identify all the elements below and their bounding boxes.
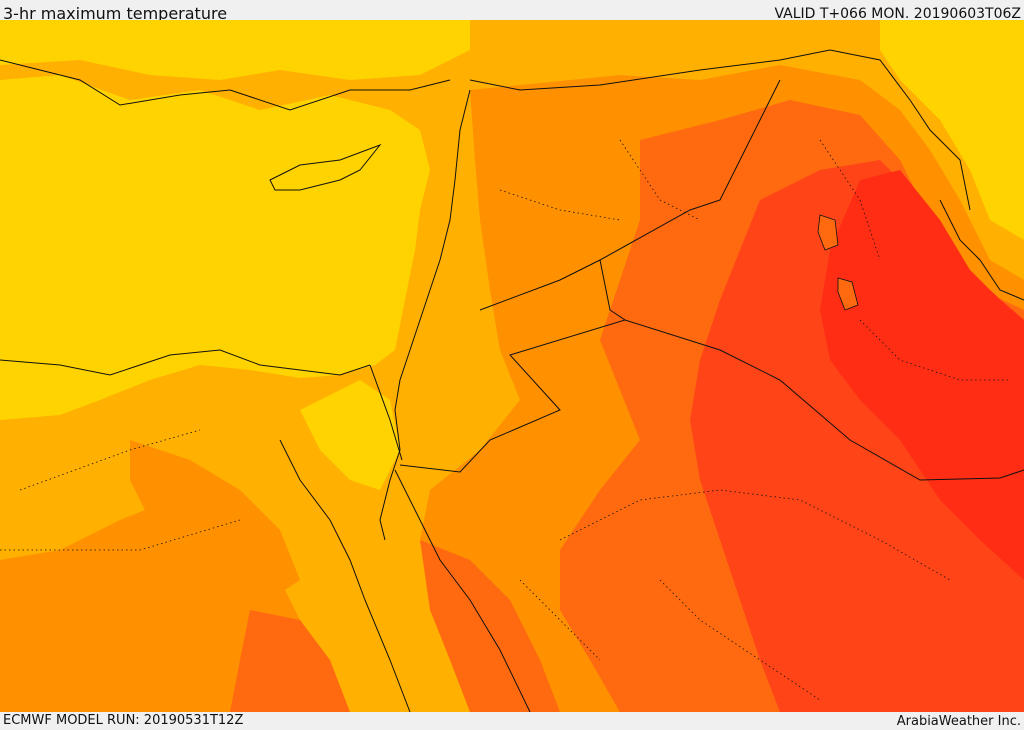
valid-time: VALID T+066 MON. 20190603T06Z: [774, 6, 1021, 22]
country-borders: [0, 49, 1024, 712]
model-run-label: ECMWF MODEL RUN: 20190531T12Z: [3, 713, 244, 728]
coastline-red-sea: [279, 439, 411, 712]
map-title: 3-hr maximum temperature: [3, 4, 228, 23]
temperature-map[interactable]: [0, 20, 1024, 712]
coastline-egypt: [0, 349, 371, 376]
temperature-zone-mediterranean: [0, 75, 430, 420]
coastline-aqaba: [394, 469, 531, 712]
header-bar: 3-hr maximum temperature VALID T+066 MON…: [0, 0, 1024, 23]
temperature-zone-north-coast: [0, 20, 470, 80]
temperature-zone-hejaz: [420, 540, 560, 712]
footer-bar: ECMWF MODEL RUN: 20190531T12Z ArabiaWeat…: [0, 712, 1024, 729]
border-turkey: [469, 49, 971, 211]
map-canvas: [0, 20, 1024, 712]
temperature-zone-hot-core: [820, 170, 1024, 580]
temperature-zone-sinai-coast: [300, 380, 400, 490]
temperature-zone-northeast: [880, 20, 1024, 240]
border-sinai: [369, 364, 403, 461]
lake-tharthar: [817, 214, 839, 251]
lake-habbaniyah: [837, 277, 859, 311]
temperature-zone-egypt-interior: [230, 610, 350, 712]
cyprus: [269, 143, 382, 191]
border-syria-iraq: [479, 79, 781, 311]
credit-label: ArabiaWeather Inc.: [896, 714, 1021, 729]
border-jordan-iraq: [399, 259, 627, 473]
coastline-gulf: [939, 199, 1024, 301]
coastline-levant: [379, 89, 471, 541]
border-saudi-iraq: [624, 319, 1024, 481]
province-borders: [0, 139, 1010, 701]
temperature-zone-red-sea-west: [130, 440, 300, 600]
coastline-turkey: [0, 59, 451, 111]
